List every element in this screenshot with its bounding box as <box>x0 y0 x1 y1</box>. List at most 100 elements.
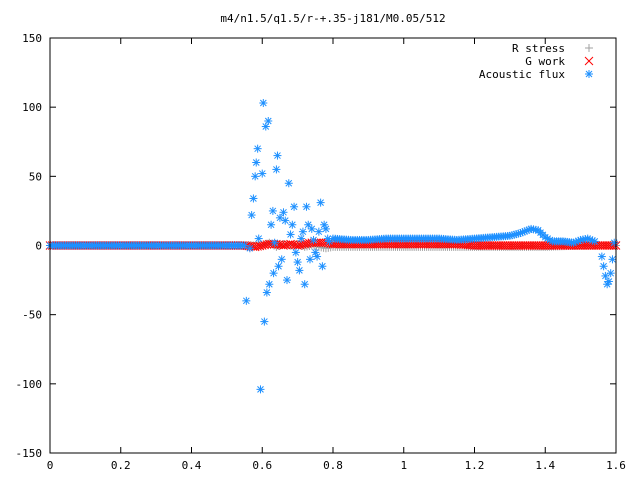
data-point <box>259 99 268 108</box>
data-point <box>309 235 318 244</box>
data-point <box>498 241 508 250</box>
data-point <box>599 262 608 271</box>
data-point <box>590 237 599 246</box>
data-point <box>496 241 506 250</box>
x-tick-label: 0.4 <box>182 459 202 472</box>
data-point <box>523 241 532 250</box>
legend-label: Acoustic flux <box>479 68 565 81</box>
data-point <box>286 230 295 239</box>
data-point <box>288 220 297 229</box>
data-point <box>283 276 292 285</box>
data-point <box>272 165 281 174</box>
data-point <box>302 202 311 211</box>
data-point <box>507 241 517 250</box>
data-point <box>540 241 550 250</box>
data-point <box>527 241 537 250</box>
data-point <box>291 248 300 257</box>
data-point <box>253 144 262 153</box>
y-tick-label: 50 <box>29 170 42 183</box>
data-point <box>277 255 286 264</box>
data-point <box>245 244 254 253</box>
series-acoustic-flux <box>46 99 619 394</box>
x-tick-label: 0 <box>47 459 54 472</box>
data-point <box>279 208 288 217</box>
data-point <box>478 241 488 250</box>
data-point <box>503 241 513 250</box>
y-tick-label: -100 <box>16 378 43 391</box>
x-tick-label: 1.2 <box>465 459 485 472</box>
data-point <box>260 317 269 326</box>
chart-title: m4/n1.5/q1.5/r-+.35-j181/M0.05/512 <box>220 12 445 25</box>
data-point <box>501 241 510 250</box>
data-point <box>281 216 290 225</box>
data-point <box>529 241 539 250</box>
x-tick-label: 1 <box>400 459 407 472</box>
data-point <box>534 241 543 250</box>
data-point <box>604 277 613 286</box>
data-point <box>273 151 282 160</box>
y-tick-label: 0 <box>35 240 42 253</box>
data-point <box>314 227 323 236</box>
data-point <box>525 241 535 250</box>
data-point <box>249 194 258 203</box>
data-point <box>596 241 605 250</box>
data-point <box>316 198 325 207</box>
data-point <box>264 117 273 125</box>
data-point <box>470 241 479 250</box>
data-point <box>485 241 495 250</box>
data-point <box>476 241 486 250</box>
data-point <box>509 241 519 250</box>
data-point <box>247 211 256 220</box>
data-point <box>474 241 484 250</box>
data-point <box>600 241 610 250</box>
x-tick-label: 0.2 <box>111 459 131 472</box>
x-tick-label: 0.6 <box>252 459 272 472</box>
plot-frame <box>49 37 617 454</box>
data-point <box>483 241 493 250</box>
data-point <box>293 258 302 267</box>
data-point <box>262 288 271 297</box>
data-point <box>258 169 267 178</box>
data-point <box>597 252 606 261</box>
data-point <box>494 241 504 250</box>
legend-marker <box>585 44 593 52</box>
data-point <box>313 252 322 261</box>
data-point <box>265 280 274 289</box>
legend-marker <box>585 70 593 78</box>
x-tick-label: 0.8 <box>323 459 343 472</box>
data-point <box>536 241 546 250</box>
y-tick-label: 100 <box>22 101 42 114</box>
data-point <box>490 241 499 250</box>
data-point <box>518 241 528 250</box>
data-point <box>610 238 619 247</box>
data-point <box>256 385 265 394</box>
data-point <box>242 296 251 305</box>
y-tick-label: 150 <box>22 32 42 45</box>
data-point <box>606 269 615 278</box>
legend-label: R stress <box>512 42 565 55</box>
data-point <box>267 220 276 229</box>
data-point <box>487 241 497 250</box>
data-point <box>516 241 526 250</box>
data-point <box>472 241 482 250</box>
data-point <box>290 202 299 211</box>
data-point <box>269 269 278 278</box>
x-tick-label: 1.4 <box>535 459 555 472</box>
data-point <box>538 241 548 250</box>
data-point <box>298 227 307 236</box>
data-point <box>318 262 327 271</box>
data-point <box>252 158 261 167</box>
data-point <box>268 206 277 215</box>
x-tick-label: 1.6 <box>606 459 626 472</box>
data-point <box>505 241 515 250</box>
data-point <box>295 266 304 275</box>
y-tick-label: -150 <box>16 447 43 460</box>
legend-label: G work <box>525 55 565 68</box>
tick-layer: 0 0.2 0.4 0.6 0.8 1 1.2 1.4 1.6 150 100 50 0 -50 -100 -… <box>16 32 626 472</box>
data-point <box>297 234 306 243</box>
data-point <box>598 241 608 250</box>
data-point <box>270 238 279 247</box>
y-tick-label: -50 <box>22 309 42 322</box>
data-point <box>306 255 315 264</box>
